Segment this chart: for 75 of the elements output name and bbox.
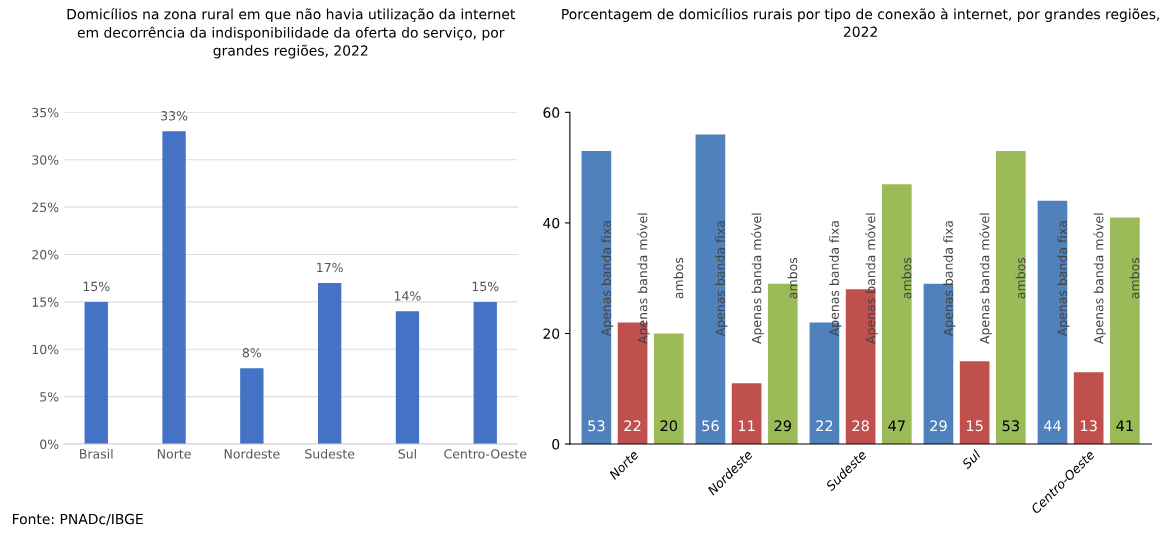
bar: [317, 282, 342, 445]
x-tick-label: Sudeste: [305, 448, 355, 459]
data-label: 14%: [394, 291, 421, 301]
data-label: 53: [588, 420, 605, 432]
data-label: 8%: [242, 348, 262, 358]
bar: [1110, 217, 1140, 445]
data-label: 33%: [161, 111, 188, 121]
bar: [395, 311, 420, 445]
x-tick-label: Centro-Oeste: [444, 449, 527, 459]
text: Apenas banda fixa: [715, 221, 728, 337]
bar: [695, 134, 726, 445]
y-tick-label: 0%: [40, 439, 59, 449]
data-label: 13: [1080, 420, 1097, 432]
y-tick-label: 0: [552, 439, 560, 450]
text: Apenas banda móvel: [979, 213, 992, 344]
data-label: 22: [624, 420, 641, 432]
y-tick-label: 60: [543, 107, 560, 118]
text: ambos: [1015, 257, 1026, 299]
data-label: 47: [888, 420, 905, 432]
y-tick-label: 30%: [32, 155, 59, 165]
y-tick-label: 5%: [40, 392, 59, 402]
text: ambos: [901, 257, 912, 299]
x-tick-label: Norte: [157, 449, 191, 459]
bar: [996, 151, 1026, 445]
chart-title: Domicílios na zona rural em que não havia utilização da internet em decorrência da indisponibilidade da oferta do serviço, por grandes regiões, 2022: [67, 8, 515, 59]
data-label: 17%: [317, 262, 343, 273]
bar: [473, 301, 497, 445]
data-label: 56: [702, 420, 719, 432]
data-label: 28: [852, 420, 869, 432]
text: ambos: [1129, 257, 1140, 299]
bar: [1073, 372, 1104, 445]
bar: [240, 368, 264, 445]
data-label: 20: [660, 420, 678, 432]
data-label: 15%: [472, 281, 499, 292]
text: Apenas banda móvel: [751, 213, 764, 344]
bar: [162, 131, 186, 445]
data-label: 29: [774, 420, 792, 432]
y-tick-label: 40: [543, 217, 560, 229]
data-label: 11: [738, 420, 755, 432]
text: Apenas banda fixa: [1057, 221, 1070, 337]
series-label: Apenas banda fixa: [601, 221, 614, 337]
data-label: 44: [1043, 420, 1061, 432]
data-label: 29: [930, 420, 947, 432]
x-tick-label: Sul: [961, 448, 982, 470]
data-label: 41: [1116, 420, 1133, 432]
x-tick-label: Nordeste: [224, 448, 280, 459]
chart-title: Porcentagem de domicílios rurais por tipo de conexão à internet, por grandes regiões, 2022: [562, 8, 1160, 37]
text: Apenas banda móvel: [637, 213, 650, 344]
bar: [959, 361, 990, 445]
text: Apenas banda fixa: [943, 221, 956, 337]
x-tick-label: Sul: [398, 448, 416, 459]
y-tick-label: 15%: [32, 297, 59, 307]
data-label: 22: [816, 420, 833, 432]
text: Apenas banda móvel: [865, 213, 878, 344]
y-tick-label: 10%: [32, 344, 59, 355]
y-tick-label: 25%: [32, 202, 59, 213]
y-tick-label: 20%: [32, 249, 59, 260]
bar: [1037, 200, 1068, 445]
data-label: 15: [966, 420, 983, 432]
y-tick-label: 20: [543, 328, 560, 339]
bar: [653, 333, 684, 445]
x-tick-label: Brasil: [80, 448, 113, 459]
data-label: 15%: [83, 281, 110, 292]
text: Apenas banda móvel: [1093, 213, 1106, 344]
text: ambos: [673, 257, 684, 299]
text: Apenas banda fixa: [829, 221, 842, 337]
bar: [923, 283, 954, 445]
bar: [581, 151, 612, 445]
text: ambos: [787, 257, 798, 299]
bar: [731, 383, 762, 445]
y-tick-label: 35%: [32, 107, 59, 118]
data-label: 53: [1002, 420, 1019, 432]
bar: [84, 301, 108, 445]
source-note: Fonte: PNADc/IBGE: [12, 513, 143, 526]
bar: [881, 184, 912, 445]
